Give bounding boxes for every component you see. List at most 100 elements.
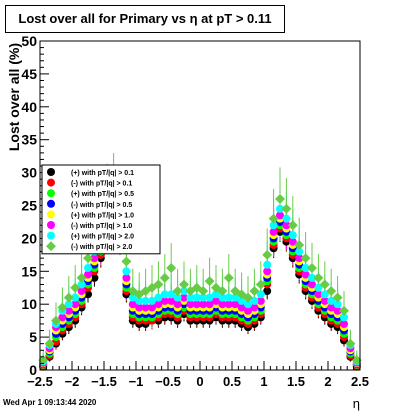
data-point — [288, 237, 297, 246]
data-point — [345, 338, 356, 349]
data-point — [269, 221, 278, 230]
data-point — [333, 306, 342, 315]
legend-label: (-) with pT/|q| > 1.0 — [71, 223, 132, 230]
data-point — [154, 300, 163, 309]
data-point — [64, 300, 73, 309]
data-point — [84, 264, 92, 273]
data-point — [212, 296, 220, 305]
data-point — [250, 303, 259, 312]
data-point — [172, 286, 183, 296]
data-point — [327, 303, 336, 312]
x-tick-label: 0 — [196, 374, 203, 389]
data-point — [167, 296, 176, 305]
x-tick-label: −2 — [65, 374, 80, 389]
legend-label: (+) with pT/|q| > 0.1 — [71, 170, 134, 177]
data-point — [121, 256, 132, 267]
data-point — [128, 293, 137, 302]
data-point — [256, 290, 265, 299]
data-point — [180, 293, 188, 302]
data-point — [218, 293, 227, 302]
data-point — [295, 254, 304, 263]
data-point — [192, 293, 201, 302]
y-tick-label: 10 — [21, 296, 37, 312]
data-point — [63, 292, 74, 303]
x-tick-label: 2.5 — [351, 374, 369, 389]
data-point — [262, 249, 273, 260]
data-point — [148, 303, 156, 312]
data-point — [340, 313, 348, 322]
chart-title: Lost over all for Primary vs η at pT > 0… — [5, 5, 285, 33]
axes-layer: −2.5 −2 −1.5 −1 −0.5 0 0.5 1 1.5 2 2.5 0 5 10 15 20 25 30… — [21, 33, 369, 389]
data-point — [294, 240, 305, 250]
data-point — [180, 287, 188, 296]
x-tick-label: 1 — [260, 374, 267, 389]
data-point — [141, 296, 150, 305]
data-point — [300, 253, 311, 264]
x-tick-label: 1.5 — [287, 374, 305, 389]
y-tick-label: 15 — [21, 263, 37, 279]
data-point — [244, 300, 252, 309]
y-tick-label: 20 — [21, 230, 37, 246]
data-point — [320, 296, 329, 305]
data-point — [263, 287, 272, 296]
data-point — [204, 276, 215, 287]
data-point — [275, 193, 285, 204]
data-point — [166, 263, 177, 273]
data-point — [314, 283, 323, 292]
y-tick-label: 40 — [21, 99, 37, 115]
data-point — [237, 303, 246, 312]
y-tick-label: 30 — [21, 165, 37, 181]
data-point — [340, 319, 348, 328]
data-point — [77, 287, 86, 296]
data-point — [122, 267, 131, 276]
data-point — [263, 260, 272, 269]
data-point — [217, 286, 228, 296]
data-point — [276, 211, 284, 220]
y-tick-label: 50 — [21, 33, 37, 49]
data-point — [231, 293, 240, 302]
data-point — [160, 296, 169, 305]
legend-marker — [47, 231, 55, 240]
legend-marker — [46, 241, 56, 252]
data-point — [326, 286, 337, 296]
data-point — [287, 220, 298, 231]
x-axis-label: η — [353, 396, 360, 411]
legend-label: (+) with pT/|q| > 0.5 — [71, 191, 134, 198]
data-point — [249, 286, 260, 296]
data-point — [212, 290, 220, 299]
x-tick-label: 2 — [324, 374, 331, 389]
data-point — [199, 293, 208, 302]
data-point — [192, 300, 201, 309]
data-point — [186, 293, 195, 302]
data-point — [295, 247, 304, 256]
data-point — [186, 300, 195, 309]
data-point — [333, 300, 342, 309]
data-point — [282, 221, 291, 230]
data-point — [281, 203, 292, 214]
data-point — [160, 290, 169, 299]
legend: (+) with pT/|q| > 0.1 (-) with pT/|q| > 0… — [41, 164, 161, 255]
data-point — [141, 303, 150, 312]
data-point — [90, 273, 99, 282]
y-tick-label: 0 — [29, 362, 37, 378]
data-point — [154, 293, 163, 302]
data-point — [153, 279, 164, 290]
data-point — [83, 253, 93, 264]
data-point — [288, 231, 297, 240]
data-point — [237, 296, 246, 305]
legend-marker — [47, 178, 55, 187]
data-point — [301, 270, 310, 279]
y-tick-label: 45 — [21, 66, 37, 82]
data-point — [263, 267, 272, 276]
data-point — [128, 300, 137, 309]
data-point — [351, 355, 362, 366]
data-point — [255, 279, 266, 290]
data-point — [199, 300, 208, 309]
x-tick-label: −2.5 — [27, 374, 53, 389]
data-point — [224, 300, 233, 309]
data-point — [90, 254, 99, 263]
data-point — [58, 313, 67, 322]
data-point — [173, 293, 182, 302]
data-point — [313, 272, 324, 283]
data-point — [84, 290, 92, 299]
